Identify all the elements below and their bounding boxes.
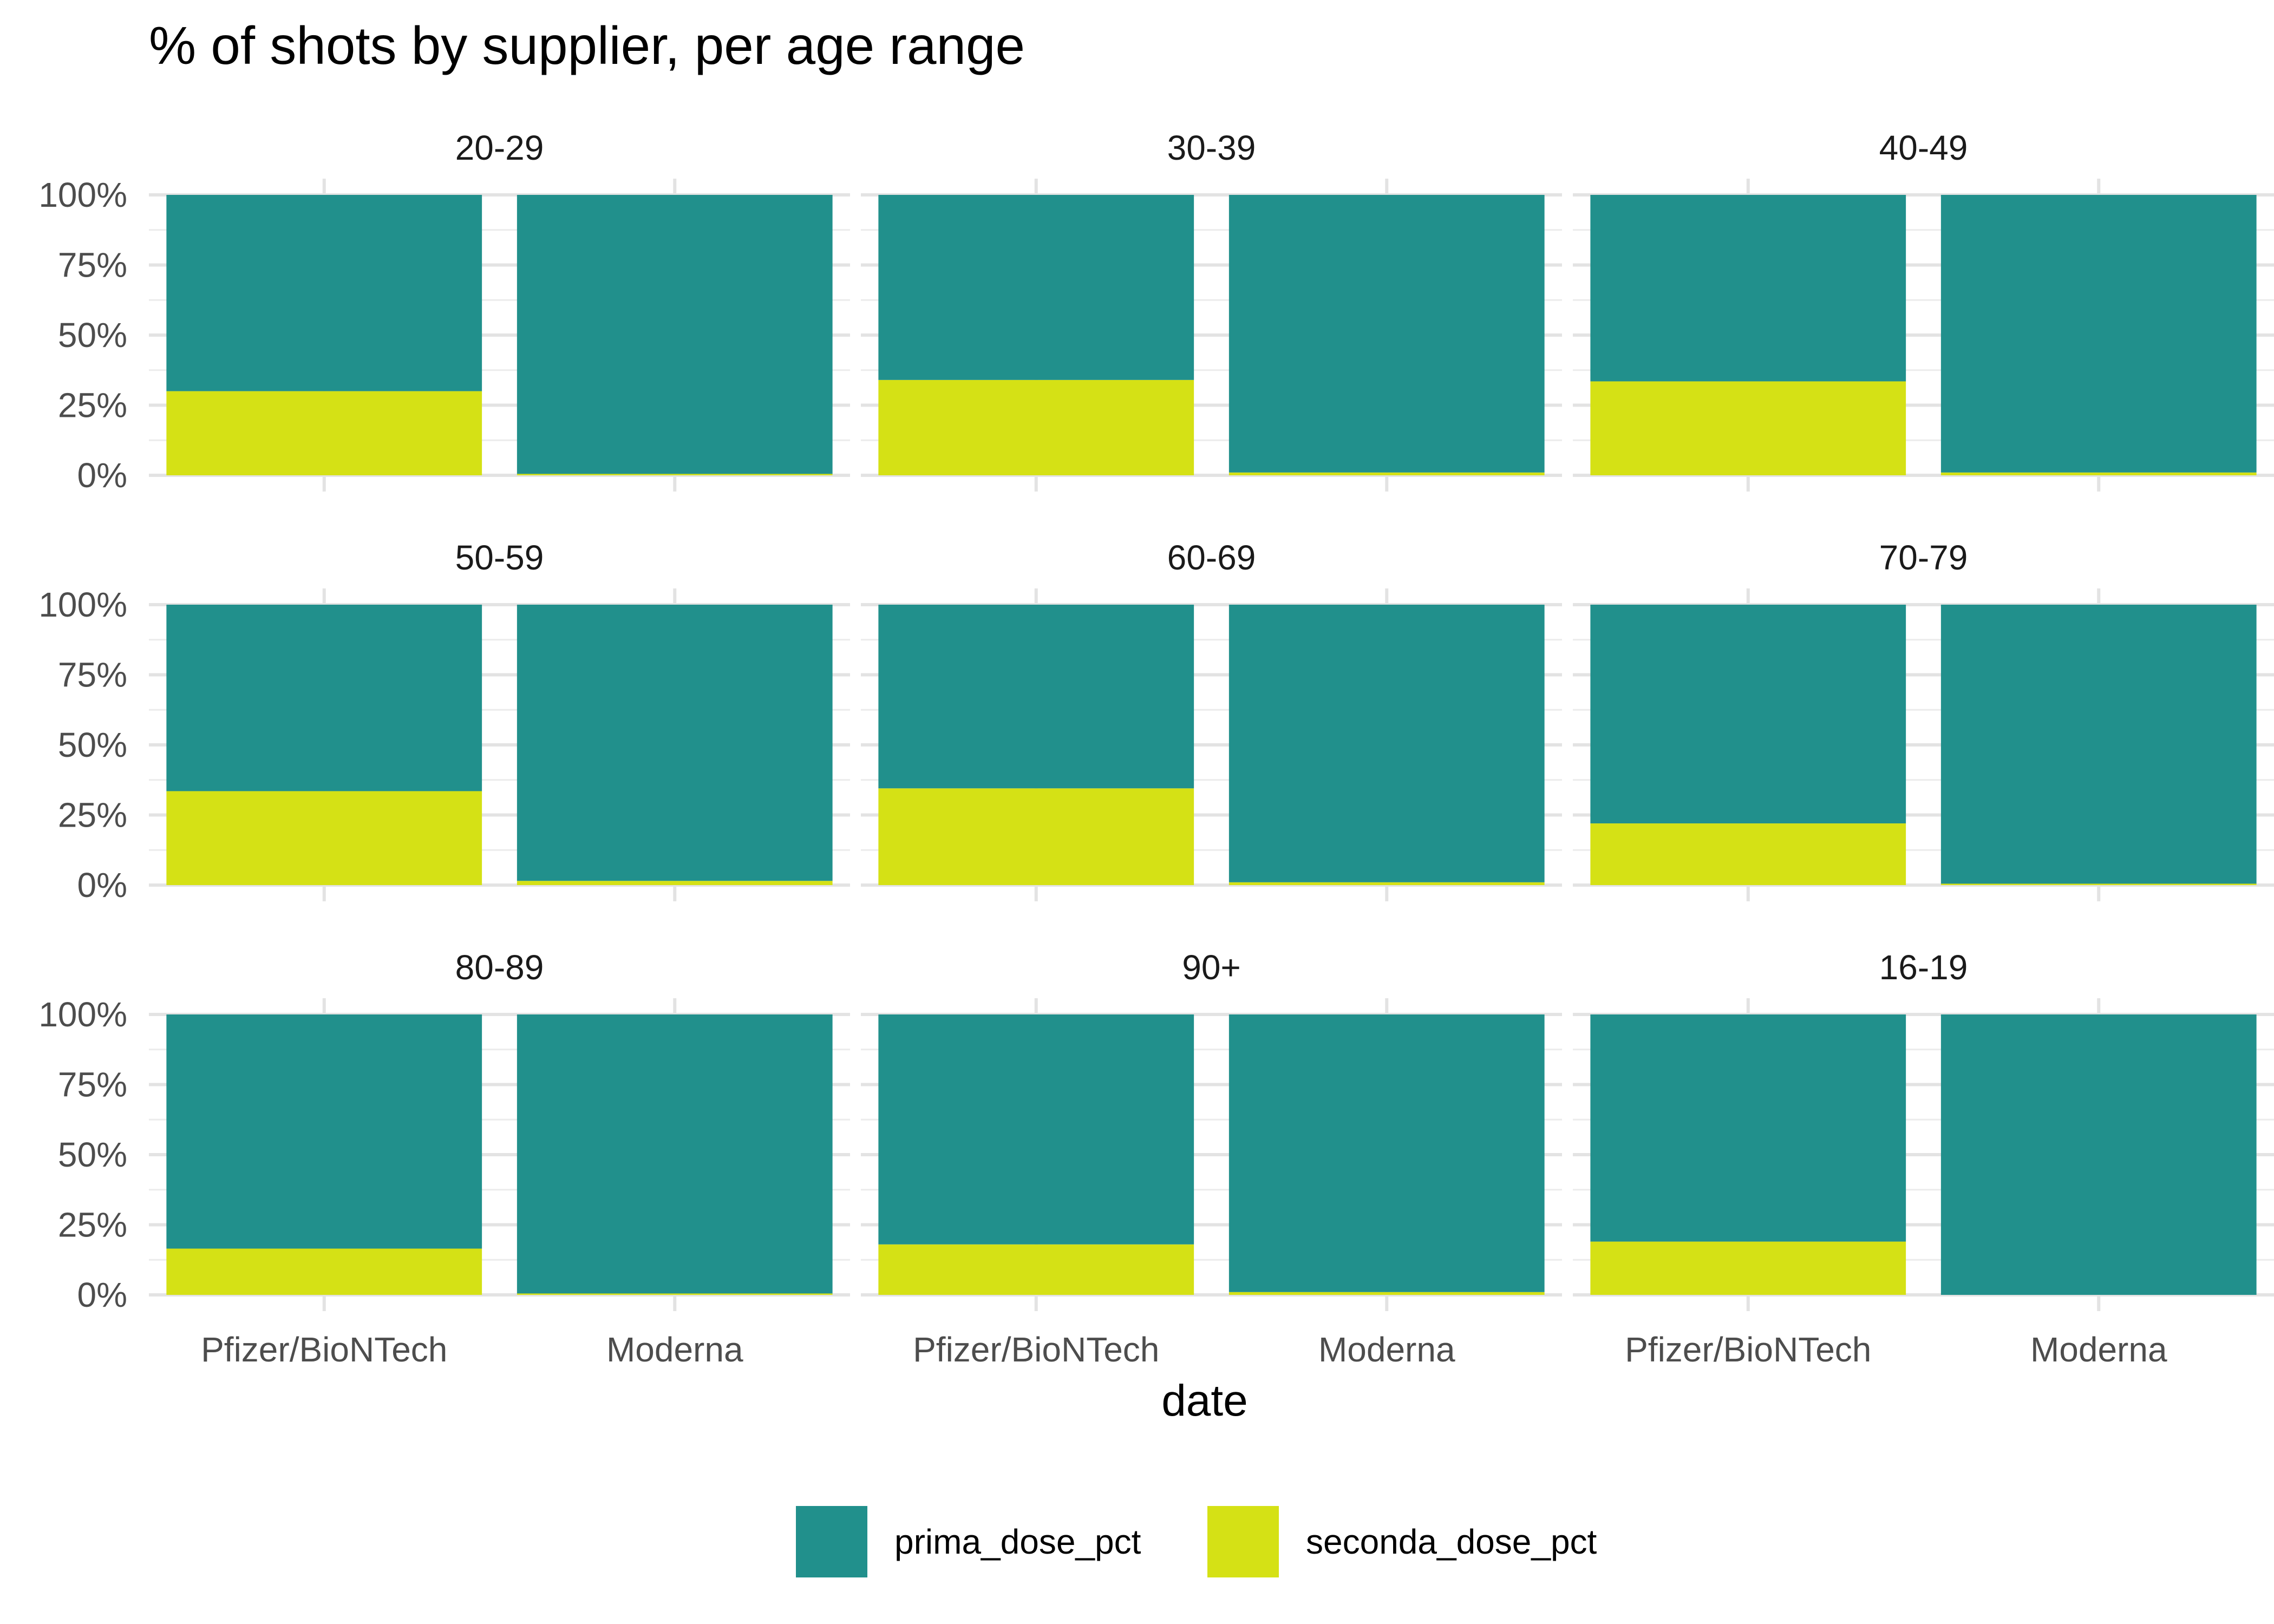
bar-segment-prima_dose_pct bbox=[166, 605, 482, 791]
y-tick-label: 100% bbox=[38, 585, 127, 624]
facet-panel: 60-69 bbox=[861, 538, 1562, 901]
legend-key-seconda_dose_pct bbox=[1207, 1506, 1279, 1577]
facet-panel: 80-89 0% 25% 50% 75% 100% Pfizer/BioNTech Moder… bbox=[38, 948, 850, 1369]
y-tick-label: 0% bbox=[77, 456, 128, 495]
bar-segment-prima_dose_pct bbox=[1590, 605, 1906, 824]
bar-segment-seconda_dose_pct bbox=[878, 379, 1194, 475]
chart-title: % of shots by supplier, per age range bbox=[149, 16, 1025, 75]
y-tick-label: 0% bbox=[77, 866, 128, 905]
bar-segment-prima_dose_pct bbox=[1229, 195, 1545, 473]
x-axis-title: date bbox=[1161, 1376, 1248, 1425]
bar-segment-prima_dose_pct bbox=[517, 605, 833, 881]
bar-segment-seconda_dose_pct bbox=[1590, 823, 1906, 885]
bar-segment-seconda_dose_pct bbox=[517, 881, 833, 885]
bar-segment-seconda_dose_pct bbox=[166, 1248, 482, 1295]
x-tick-label: Pfizer/BioNTech bbox=[201, 1330, 447, 1369]
x-tick-label: Pfizer/BioNTech bbox=[1625, 1330, 1871, 1369]
facet-panel: 90+ Pfizer/BioNTech Moderna bbox=[861, 948, 1562, 1369]
bar-segment-seconda_dose_pct bbox=[166, 391, 482, 475]
legend-key-prima_dose_pct bbox=[796, 1506, 867, 1577]
y-tick-label: 50% bbox=[58, 1135, 127, 1174]
facet-strip-label: 50-59 bbox=[455, 538, 544, 577]
facet-strip-label: 40-49 bbox=[1879, 128, 1968, 167]
facet-strip-label: 20-29 bbox=[455, 128, 544, 167]
bar-segment-prima_dose_pct bbox=[1940, 195, 2257, 473]
facet-panel: 16-19 Pfizer/BioNTech Moderna bbox=[1573, 948, 2274, 1369]
y-tick-label: 50% bbox=[58, 725, 127, 764]
y-tick-label: 100% bbox=[38, 175, 127, 214]
bar-segment-prima_dose_pct bbox=[878, 605, 1194, 789]
bar-segment-prima_dose_pct bbox=[1229, 605, 1545, 882]
bar-segment-prima_dose_pct bbox=[166, 195, 482, 391]
legend: prima_dose_pct seconda_dose_pct bbox=[796, 1506, 1597, 1577]
y-tick-label: 75% bbox=[58, 246, 127, 285]
bar-segment-prima_dose_pct bbox=[166, 1014, 482, 1249]
bar-segment-seconda_dose_pct bbox=[1590, 381, 1906, 475]
facet-panel: 40-49 bbox=[1573, 128, 2274, 492]
facet-panel: 20-29 0% 25% 50% 75% 100% bbox=[38, 128, 850, 495]
x-tick-label: Moderna bbox=[2030, 1330, 2167, 1369]
bar-segment-seconda_dose_pct bbox=[1229, 882, 1545, 885]
bar-segment-seconda_dose_pct bbox=[1590, 1241, 1906, 1295]
facet-strip-label: 60-69 bbox=[1167, 538, 1256, 577]
facet-panel: 70-79 bbox=[1573, 538, 2274, 901]
bar-segment-prima_dose_pct bbox=[878, 1014, 1194, 1245]
x-tick-label: Moderna bbox=[1318, 1330, 1455, 1369]
bar-segment-prima_dose_pct bbox=[517, 195, 833, 474]
bar-segment-prima_dose_pct bbox=[517, 1014, 833, 1294]
bar-segment-prima_dose_pct bbox=[1940, 605, 2257, 884]
y-tick-label: 25% bbox=[58, 796, 127, 835]
bar-segment-prima_dose_pct bbox=[1590, 195, 1906, 382]
facets-layer: 20-29 0% 25% 50% 75% 100% 30-39 40-49 50-59 0% 25%… bbox=[38, 128, 2274, 1369]
facet-strip-label: 16-19 bbox=[1879, 948, 1968, 987]
x-tick-label: Moderna bbox=[606, 1330, 743, 1369]
bar-segment-prima_dose_pct bbox=[878, 195, 1194, 380]
legend-label: prima_dose_pct bbox=[894, 1522, 1141, 1561]
legend-label: seconda_dose_pct bbox=[1306, 1522, 1597, 1561]
bar-segment-seconda_dose_pct bbox=[1229, 1292, 1545, 1295]
facet-strip-label: 80-89 bbox=[455, 948, 544, 987]
y-tick-label: 25% bbox=[58, 1206, 127, 1245]
bar-segment-seconda_dose_pct bbox=[166, 791, 482, 885]
bar-segment-seconda_dose_pct bbox=[1940, 883, 2257, 885]
y-tick-label: 25% bbox=[58, 386, 127, 425]
bar-segment-prima_dose_pct bbox=[1590, 1014, 1906, 1242]
bar-segment-seconda_dose_pct bbox=[878, 1244, 1194, 1295]
y-tick-label: 0% bbox=[77, 1275, 128, 1314]
y-tick-label: 50% bbox=[58, 316, 127, 355]
bar-segment-seconda_dose_pct bbox=[1940, 472, 2257, 475]
facet-panel: 30-39 bbox=[861, 128, 1562, 492]
bar-segment-seconda_dose_pct bbox=[878, 788, 1194, 885]
bar-segment-seconda_dose_pct bbox=[1229, 472, 1545, 475]
facet-strip-label: 90+ bbox=[1182, 948, 1241, 987]
bar-segment-seconda_dose_pct bbox=[517, 1293, 833, 1295]
bar-segment-seconda_dose_pct bbox=[517, 474, 833, 475]
bar-segment-prima_dose_pct bbox=[1940, 1014, 2257, 1295]
y-tick-label: 100% bbox=[38, 995, 127, 1034]
facet-panel: 50-59 0% 25% 50% 75% 100% bbox=[38, 538, 850, 905]
bar-segment-prima_dose_pct bbox=[1229, 1014, 1545, 1292]
facet-strip-label: 70-79 bbox=[1879, 538, 1968, 577]
y-tick-label: 75% bbox=[58, 656, 127, 695]
y-tick-label: 75% bbox=[58, 1065, 127, 1104]
facet-strip-label: 30-39 bbox=[1167, 128, 1256, 167]
x-tick-label: Pfizer/BioNTech bbox=[913, 1330, 1159, 1369]
